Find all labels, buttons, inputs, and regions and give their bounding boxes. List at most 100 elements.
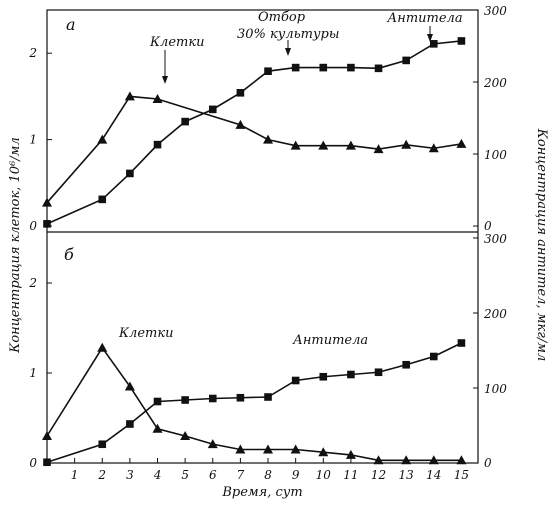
square-marker: [43, 458, 51, 467]
cells-series-line: [46, 95, 462, 204]
triangle-marker: [152, 93, 163, 103]
triangle-marker: [263, 444, 274, 454]
triangle-marker: [456, 138, 467, 148]
square-marker: [236, 89, 245, 97]
triangle-marker: [345, 449, 356, 459]
x-tick-label: 8: [264, 468, 272, 482]
triangle-marker: [428, 143, 439, 153]
cells-annotation: Клетки: [118, 326, 174, 341]
plot-frame: [46, 9, 479, 464]
triangle-marker: [124, 91, 135, 101]
triangle-marker: [401, 455, 412, 465]
panel-a: 0 1 2 0 100 200 300 а Клетки Отбор 30% культуры Ант…: [28, 4, 507, 233]
antibody-series-line: [46, 342, 462, 464]
x-tick-label: 1: [71, 468, 79, 482]
square-marker: [291, 376, 300, 385]
y-tick-label-left: 2: [28, 276, 37, 290]
y-tick-label-right: 200: [483, 307, 507, 321]
y-tick-label-left: 2: [28, 46, 37, 60]
triangle-marker: [235, 119, 246, 129]
panel-letter: а: [66, 15, 76, 34]
square-marker: [126, 420, 134, 428]
square-marker: [264, 67, 272, 75]
triangle-marker: [290, 140, 301, 150]
triangle-marker: [152, 423, 163, 433]
triangle-marker: [373, 144, 384, 154]
selection-annotation-line1: Отбор: [258, 10, 306, 25]
square-marker: [374, 368, 383, 377]
x-tick-label: 3: [126, 468, 134, 482]
triangle-marker: [42, 197, 52, 207]
x-tick-label: 6: [209, 468, 217, 482]
y-tick-label-right: 100: [484, 382, 507, 396]
triangle-marker: [235, 444, 246, 454]
y-tick-label-right: 100: [484, 148, 507, 162]
y-tick-label-right: 200: [483, 76, 507, 90]
triangle-marker: [207, 439, 218, 449]
y-tick-label-left: 1: [29, 366, 37, 380]
antibody-annotation: Антитела: [386, 11, 462, 26]
triangle-marker: [428, 455, 439, 465]
panel-letter: б: [64, 245, 74, 264]
x-tick-label: 13: [399, 468, 415, 482]
square-marker: [402, 56, 410, 65]
triangle-marker: [373, 455, 384, 465]
triangle-marker: [124, 381, 135, 391]
square-marker: [208, 105, 217, 114]
square-marker: [98, 440, 107, 449]
square-marker: [236, 393, 245, 402]
square-marker: [457, 339, 466, 347]
y-tick-label-right: 0: [484, 456, 492, 470]
selection-annotation-line2: 30% культуры: [237, 27, 339, 42]
x-tick-label: 5: [181, 468, 189, 482]
square-marker: [374, 64, 383, 73]
y-tick-label-left: 1: [29, 133, 37, 147]
y-tick-label-right: 300: [484, 232, 507, 246]
arrow-head: [162, 76, 168, 84]
triangle-marker: [290, 444, 301, 454]
square-marker: [319, 63, 328, 72]
square-marker: [291, 63, 300, 72]
square-marker: [43, 220, 51, 228]
square-marker: [402, 360, 410, 369]
x-tick-label: 9: [292, 468, 300, 482]
triangle-marker: [180, 431, 191, 440]
square-marker: [429, 352, 438, 361]
square-marker: [347, 63, 355, 72]
square-marker: [181, 396, 189, 404]
y-tick-label-right: 300: [484, 4, 507, 18]
x-axis-title: Время, сут: [221, 485, 302, 500]
triangle-marker: [318, 140, 329, 150]
arrow-head: [285, 48, 291, 56]
x-tick-label: 12: [371, 468, 386, 482]
square-marker: [319, 372, 328, 381]
triangle-marker: [263, 134, 274, 144]
x-tick-label: 10: [316, 468, 332, 482]
square-marker: [98, 195, 107, 204]
x-tick-label: 2: [97, 468, 106, 482]
cells-series-line: [46, 346, 462, 462]
square-marker: [181, 117, 189, 126]
antibody-annotation: Антитела: [292, 333, 368, 348]
triangle-marker: [97, 342, 108, 352]
y-tick-label-right: 0: [484, 219, 492, 233]
triangle-marker: [97, 134, 108, 144]
x-tick-label: 15: [454, 468, 469, 482]
triangle-marker: [318, 447, 329, 457]
y-axis-title-right: Концентрация антител, мкг/мл: [534, 128, 549, 361]
y-axis-title-left: Концентрация клеток, 10⁶/мл: [8, 137, 23, 353]
square-marker: [347, 370, 355, 379]
y-tick-label-left: 0: [29, 219, 37, 233]
x-tick-label: 4: [153, 468, 162, 482]
triangle-marker: [401, 139, 412, 149]
square-marker: [457, 37, 466, 45]
square-marker: [264, 393, 272, 401]
square-marker: [153, 397, 162, 406]
square-marker: [153, 140, 162, 149]
arrow-head: [427, 34, 433, 42]
square-marker: [126, 169, 134, 178]
triangle-marker: [456, 455, 467, 465]
cells-annotation: Клетки: [149, 35, 205, 50]
panel-b: 0 1 2 0 100 200 300 б Клетки Антитела: [28, 232, 507, 470]
